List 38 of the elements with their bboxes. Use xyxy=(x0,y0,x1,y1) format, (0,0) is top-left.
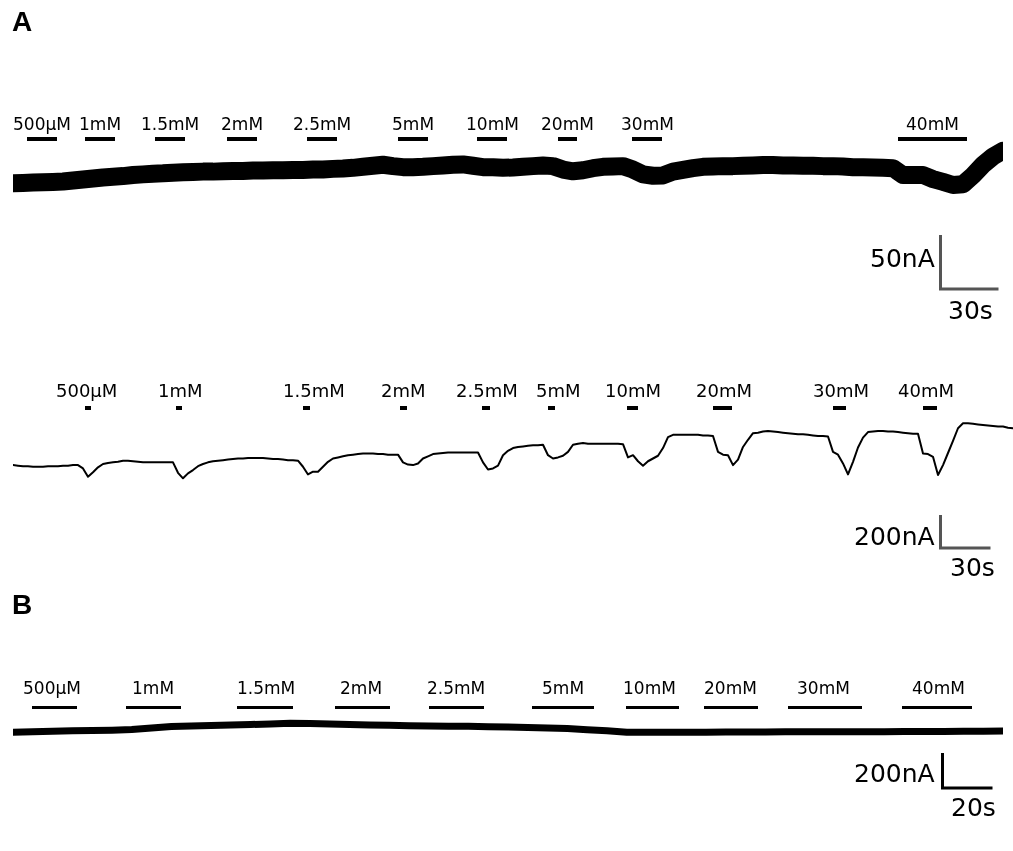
text: 10mM xyxy=(623,678,676,698)
text: 30mM xyxy=(813,380,869,401)
text: 40mM xyxy=(912,678,965,698)
text: 30s xyxy=(950,553,995,582)
text: 2mM xyxy=(340,678,383,698)
text: 1.5mM xyxy=(283,380,345,401)
text: 200nA xyxy=(854,759,935,788)
text: 40mM xyxy=(898,380,954,401)
text: 20mM xyxy=(696,380,752,401)
text: 40mM xyxy=(906,114,959,134)
text: 500µM xyxy=(56,380,118,401)
text: 500µM xyxy=(13,114,71,134)
text: 10mM xyxy=(466,114,519,134)
text: 1.5mM xyxy=(141,114,200,134)
text: 50nA xyxy=(870,244,935,273)
text: 20mM xyxy=(704,678,757,698)
text: 30mM xyxy=(621,114,674,134)
text: 1.5mM xyxy=(237,678,296,698)
text: 1mM xyxy=(158,380,203,401)
chart-title: A xyxy=(12,5,33,37)
text: 2mM xyxy=(381,380,426,401)
text: 10mM xyxy=(605,380,661,401)
chart-title: B xyxy=(12,588,33,620)
text: 30mM xyxy=(797,678,850,698)
text: 1mM xyxy=(79,114,122,134)
text: 500µM xyxy=(23,678,81,698)
text: 20mM xyxy=(541,114,594,134)
text: 5mM xyxy=(392,114,435,134)
text: 5mM xyxy=(536,380,581,401)
text: 2mM xyxy=(221,114,264,134)
text: 5mM xyxy=(542,678,585,698)
text: 2.5mM xyxy=(427,678,486,698)
text: 200nA xyxy=(854,522,935,551)
text: 2.5mM xyxy=(293,114,352,134)
text: 1mM xyxy=(132,678,175,698)
text: 2.5mM xyxy=(456,380,518,401)
text: 20s xyxy=(951,793,996,822)
text: 30s xyxy=(948,296,993,325)
